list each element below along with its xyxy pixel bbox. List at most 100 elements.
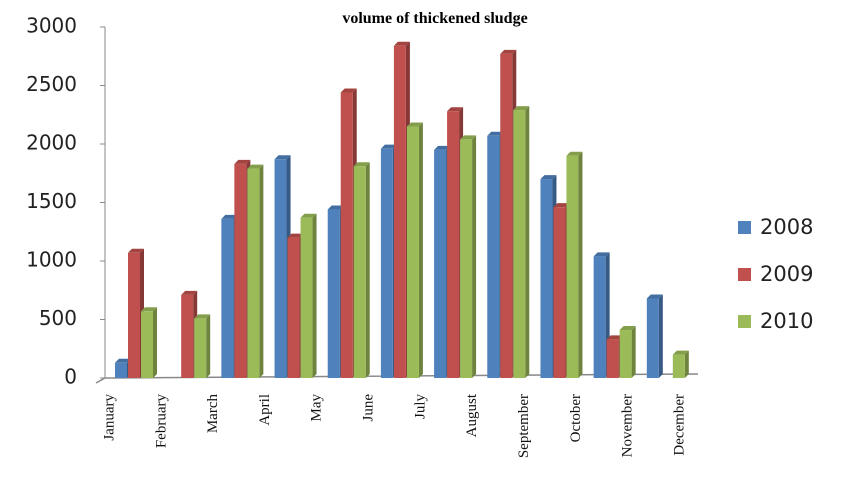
bar-side xyxy=(259,164,264,378)
bar xyxy=(274,159,287,378)
x-tick-label: July xyxy=(412,394,428,420)
legend-label: 2010 xyxy=(760,309,813,333)
x-tick-label: November xyxy=(620,394,636,457)
x-tick-label: May xyxy=(309,394,325,422)
bar-top xyxy=(447,107,464,112)
x-tick-label: December xyxy=(671,394,687,456)
x-tick-label: October xyxy=(568,394,584,442)
bar-top xyxy=(141,307,157,312)
bar xyxy=(566,155,579,378)
y-tick-label: 1000 xyxy=(26,248,77,272)
bar xyxy=(141,311,153,378)
bar xyxy=(460,139,473,378)
x-tick-label: June xyxy=(361,394,377,422)
bar-top xyxy=(619,326,636,331)
bar xyxy=(406,126,419,378)
bar-top xyxy=(274,155,291,160)
bar-top xyxy=(460,135,477,140)
bar-top xyxy=(646,294,663,299)
bar xyxy=(487,135,500,378)
bar-side xyxy=(153,307,157,378)
bar xyxy=(221,218,234,378)
bar-side xyxy=(578,151,583,378)
bar-top xyxy=(672,350,689,355)
bar-top xyxy=(194,314,211,319)
x-tick-label: April xyxy=(257,394,273,426)
bar-top xyxy=(434,145,451,150)
bar-side xyxy=(472,135,477,378)
bar xyxy=(434,149,447,378)
bar xyxy=(128,252,140,378)
bar xyxy=(115,362,127,378)
bar-side xyxy=(525,106,530,378)
bar-top xyxy=(300,213,317,218)
legend-swatch xyxy=(738,221,751,234)
y-tick-label: 500 xyxy=(39,306,77,330)
bar xyxy=(247,168,260,378)
bar xyxy=(393,45,406,378)
bar-top xyxy=(593,252,610,257)
bar xyxy=(300,217,313,378)
bar xyxy=(672,354,685,378)
bar xyxy=(181,294,194,378)
bar-top xyxy=(115,358,131,363)
bar-top xyxy=(234,159,251,164)
bar xyxy=(380,148,393,378)
bar xyxy=(340,92,353,379)
y-tick-label: 0 xyxy=(64,365,77,389)
bar-top xyxy=(247,164,264,169)
bar-top xyxy=(513,106,530,111)
legend-swatch xyxy=(738,268,751,281)
bar-side xyxy=(631,326,636,378)
legend-label: 2009 xyxy=(760,262,813,286)
y-tick-label: 2500 xyxy=(26,72,77,96)
y-tick-label: 1500 xyxy=(26,189,77,213)
bar xyxy=(646,298,659,378)
bar-top xyxy=(221,214,238,219)
bar-top xyxy=(553,203,570,208)
bar-side xyxy=(312,213,317,378)
legend-label: 2008 xyxy=(760,215,813,239)
bar-top xyxy=(287,233,304,238)
bar-top xyxy=(340,88,357,93)
bar-top xyxy=(128,248,144,253)
bar-side xyxy=(684,350,689,378)
bar-top xyxy=(353,162,370,167)
bar-top xyxy=(327,205,344,210)
bar-side xyxy=(418,122,423,378)
bar-top xyxy=(500,49,517,54)
bar xyxy=(619,330,632,378)
x-tick-label: February xyxy=(153,394,169,449)
bar-top xyxy=(406,122,423,127)
chart-title: volume of thickened sludge xyxy=(342,10,527,27)
bar xyxy=(447,111,460,379)
bar xyxy=(287,237,300,378)
bar xyxy=(513,110,526,378)
bar-side xyxy=(658,294,663,378)
x-tick-label: March xyxy=(205,394,221,434)
bar xyxy=(353,166,366,378)
bar-top xyxy=(487,131,504,136)
bar-top xyxy=(606,335,623,340)
bar-top xyxy=(181,290,198,295)
bar xyxy=(606,339,619,378)
bar-top xyxy=(540,175,557,180)
bar xyxy=(540,179,553,378)
bar-side xyxy=(365,162,370,378)
y-tick-label: 3000 xyxy=(26,14,77,38)
x-tick-label: August xyxy=(464,393,480,437)
x-tick-label: January xyxy=(101,394,117,441)
x-tick-label: September xyxy=(516,394,532,458)
bar-top xyxy=(393,41,410,46)
bar xyxy=(553,207,566,378)
y-tick-label: 2000 xyxy=(26,131,77,155)
bar xyxy=(500,53,513,378)
bar-side xyxy=(206,314,211,378)
bar xyxy=(234,163,247,378)
legend-swatch xyxy=(738,315,751,328)
bar xyxy=(593,256,606,378)
bar-top xyxy=(566,151,583,156)
bar xyxy=(327,209,340,378)
bar xyxy=(194,318,207,378)
